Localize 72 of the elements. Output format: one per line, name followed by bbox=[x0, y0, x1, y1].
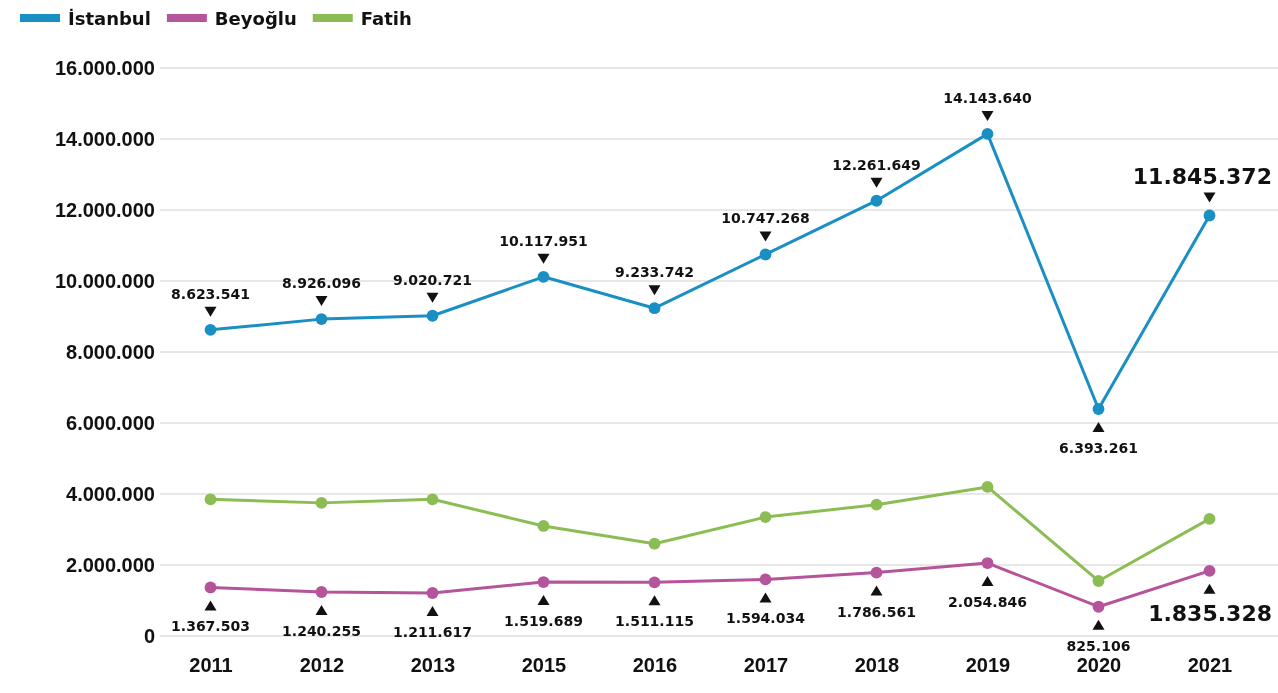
point bbox=[1203, 209, 1216, 222]
point bbox=[537, 520, 550, 532]
data-label: 1.835.328 bbox=[1148, 600, 1272, 626]
point bbox=[981, 557, 994, 569]
data-label: 1.786.561 bbox=[837, 603, 916, 620]
point bbox=[870, 194, 883, 207]
point bbox=[648, 302, 661, 315]
point bbox=[537, 270, 550, 283]
data-label: 1.211.617 bbox=[393, 623, 472, 640]
point bbox=[870, 498, 883, 511]
data-label: 825.106 bbox=[1066, 637, 1131, 654]
y-tick-label: 12.000.000 bbox=[54, 198, 155, 221]
y-tick-label: 4.000.000 bbox=[66, 482, 155, 505]
data-label: 1.367.503 bbox=[171, 618, 250, 635]
point bbox=[204, 323, 217, 336]
data-label: 6.393.261 bbox=[1059, 440, 1138, 457]
y-tick-label: 2.000.000 bbox=[66, 553, 155, 576]
point bbox=[315, 496, 328, 509]
y-tick-label: 10.000.000 bbox=[54, 269, 155, 292]
point bbox=[870, 566, 883, 579]
x-tick-label: 2017 bbox=[743, 654, 789, 677]
x-tick-label: 2021 bbox=[1187, 654, 1233, 677]
point bbox=[1092, 600, 1105, 613]
x-tick-label: 2015 bbox=[521, 654, 567, 677]
data-label: 10.117.951 bbox=[499, 232, 588, 249]
data-label: 14.143.640 bbox=[943, 89, 1033, 106]
y-tick-label: 14.000.000 bbox=[54, 127, 155, 150]
point bbox=[648, 537, 661, 550]
x-tick-label: 2016 bbox=[632, 654, 678, 677]
point bbox=[426, 493, 439, 506]
point bbox=[1203, 512, 1216, 525]
point bbox=[426, 587, 439, 599]
point bbox=[426, 309, 439, 322]
data-label: 1.519.689 bbox=[504, 613, 583, 630]
data-label: 1.594.034 bbox=[726, 610, 806, 627]
y-tick-label: 16.000.000 bbox=[54, 56, 155, 79]
point bbox=[981, 480, 994, 493]
data-label: 10.747.268 bbox=[721, 210, 810, 227]
data-label: 9.233.742 bbox=[615, 264, 694, 281]
x-tick-label: 2019 bbox=[965, 654, 1011, 677]
point bbox=[981, 128, 994, 140]
data-label: 1.511.115 bbox=[615, 613, 694, 630]
y-tick-label: 6.000.000 bbox=[66, 411, 155, 434]
point bbox=[315, 586, 328, 598]
point bbox=[648, 576, 661, 589]
point bbox=[537, 576, 550, 588]
x-tick-label: 2011 bbox=[189, 654, 233, 677]
point bbox=[759, 511, 772, 523]
y-tick-label: 8.000.000 bbox=[66, 340, 155, 363]
point bbox=[759, 248, 772, 261]
data-label: 2.054.846 bbox=[948, 594, 1027, 611]
x-tick-label: 2020 bbox=[1076, 654, 1122, 677]
legend-label: İstanbul bbox=[68, 8, 151, 29]
data-label: 11.845.372 bbox=[1132, 164, 1272, 190]
x-tick-label: 2018 bbox=[854, 654, 900, 677]
data-label: 8.926.096 bbox=[282, 275, 361, 292]
legend-label: Fatih bbox=[360, 8, 412, 29]
point bbox=[759, 573, 772, 586]
point bbox=[204, 581, 217, 594]
data-label: 9.020.721 bbox=[393, 271, 472, 288]
data-label: 8.623.541 bbox=[171, 285, 250, 302]
point bbox=[1203, 564, 1216, 577]
point bbox=[1092, 403, 1105, 415]
data-label: 1.240.255 bbox=[282, 622, 361, 639]
point bbox=[315, 313, 328, 326]
legend-label: Beyoğlu bbox=[214, 8, 297, 29]
data-label: 12.261.649 bbox=[832, 156, 921, 173]
point bbox=[1092, 575, 1105, 587]
x-tick-label: 2013 bbox=[410, 654, 456, 677]
x-tick-label: 2012 bbox=[299, 654, 345, 677]
point bbox=[204, 493, 217, 506]
y-tick-label: 0 bbox=[143, 624, 155, 647]
